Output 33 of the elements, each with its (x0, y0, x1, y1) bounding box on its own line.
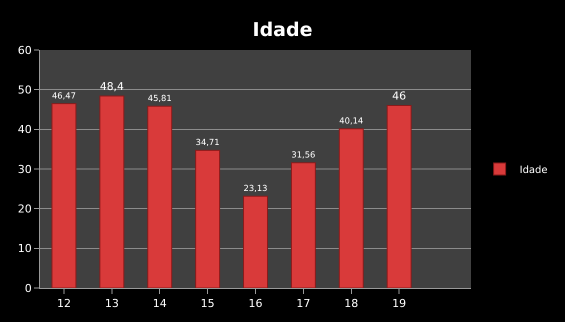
data-label: 31,56 (291, 150, 316, 160)
bar (51, 103, 76, 288)
y-tick-label: 50 (18, 84, 32, 97)
data-label: 46,47 (52, 90, 76, 100)
y-tick-label: 10 (18, 242, 32, 256)
legend-label: Idade (520, 164, 548, 176)
x-tick-label: 19 (392, 297, 406, 310)
data-label: 46 (392, 90, 406, 103)
data-label: 23,13 (244, 182, 268, 193)
bar (147, 106, 172, 288)
data-label: 48,4 (100, 80, 124, 94)
y-tick-label: 0 (24, 282, 32, 295)
y-tick-label: 20 (18, 202, 32, 216)
y-tick-label: 40 (18, 123, 32, 136)
x-tick-label: 13 (104, 297, 119, 310)
x-tick-label: 18 (344, 297, 358, 310)
data-label: 34,71 (196, 137, 220, 148)
y-tick-label: 30 (18, 162, 32, 176)
bar (290, 162, 316, 288)
bar (243, 196, 268, 288)
bar (338, 128, 364, 288)
data-label: 40,14 (339, 116, 364, 126)
bar (195, 150, 220, 288)
bar (386, 105, 412, 288)
x-tick-label: 17 (296, 297, 310, 310)
x-tick-label: 12 (56, 297, 71, 310)
chart-title: Idade (252, 18, 312, 41)
y-tick-label: 60 (18, 44, 32, 57)
x-tick-label: 14 (152, 297, 167, 310)
data-label: 45,81 (148, 93, 172, 104)
x-tick-label: 15 (200, 297, 215, 310)
bar (99, 96, 124, 288)
x-tick-label: 16 (248, 297, 262, 310)
